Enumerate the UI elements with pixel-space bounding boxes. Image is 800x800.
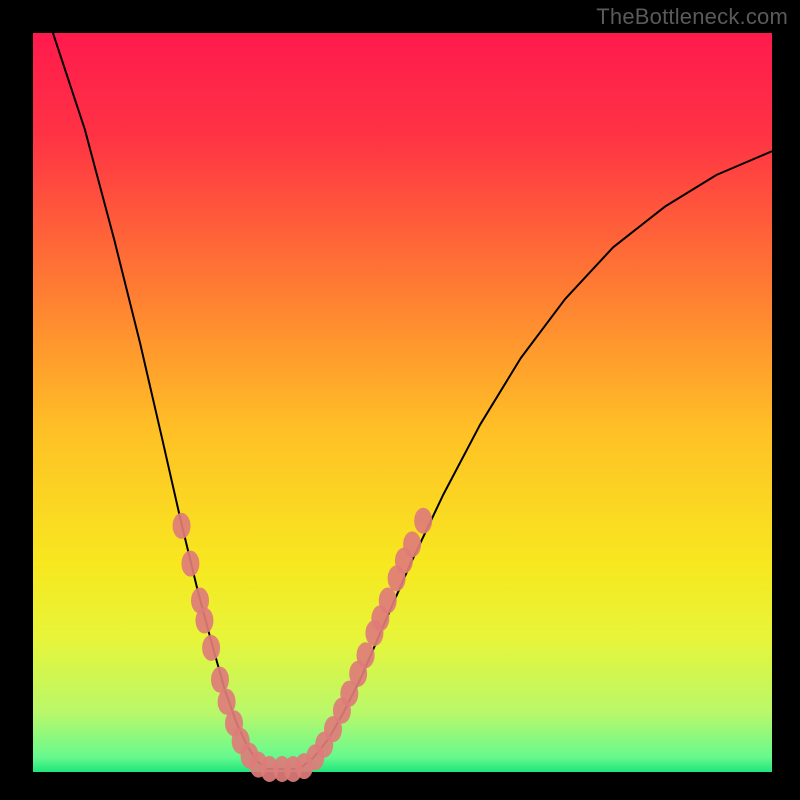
plot-area	[33, 33, 772, 772]
curve-markers	[173, 508, 433, 782]
marker-dot	[181, 551, 199, 577]
marker-dot	[195, 608, 213, 634]
bottleneck-curve-path	[53, 33, 772, 769]
chart-overlay	[33, 33, 772, 772]
marker-dot	[357, 642, 375, 668]
marker-dot	[414, 508, 432, 534]
watermark-text: TheBottleneck.com	[596, 4, 788, 30]
marker-dot	[202, 635, 220, 661]
marker-dot	[173, 513, 191, 539]
marker-dot	[379, 588, 397, 614]
marker-dot	[211, 667, 229, 693]
marker-dot	[403, 531, 421, 557]
